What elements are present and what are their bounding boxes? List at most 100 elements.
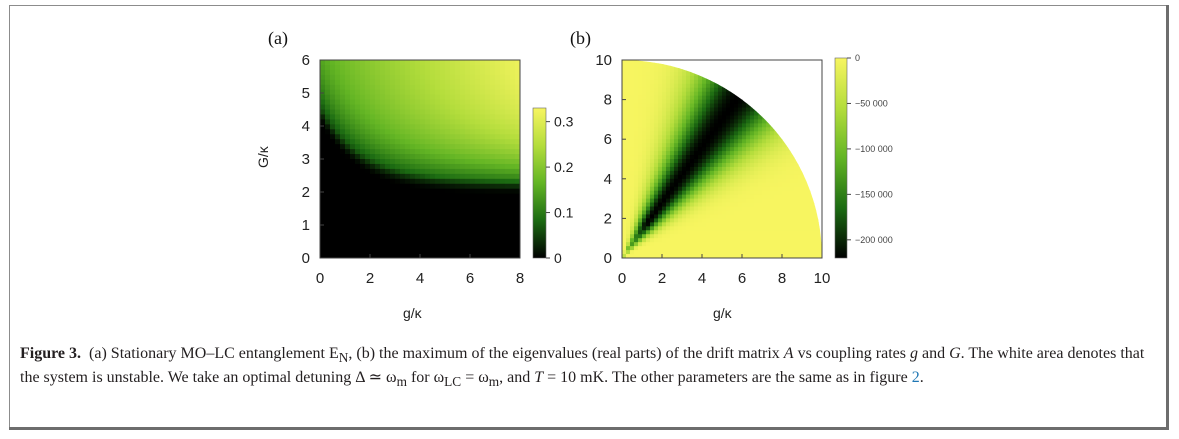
heatmap-a-cell — [405, 233, 411, 239]
heatmap-a-cell — [340, 203, 346, 210]
heatmap-a-cell — [355, 243, 361, 249]
heatmap-b-cell — [654, 127, 659, 132]
heatmap-b-cell — [670, 75, 675, 81]
heatmap-b-cell — [746, 75, 751, 81]
heatmap-a-cell — [480, 149, 486, 155]
heatmap-b-cell — [782, 190, 787, 196]
heatmap-b-cell — [646, 99, 651, 105]
heatmap-b-cell — [642, 206, 647, 212]
heatmap-b-cell — [734, 206, 739, 212]
heatmap-a-cell — [515, 159, 520, 165]
heatmap-a-cell — [445, 223, 451, 229]
heatmap-a-cell — [390, 213, 396, 219]
heatmap-b-cell — [650, 107, 655, 113]
heatmap-a-cell — [485, 188, 491, 195]
heatmap-b-cell — [670, 143, 675, 148]
y-tick-label-b: 8 — [604, 92, 612, 109]
heatmap-a-cell — [350, 203, 356, 210]
heatmap-b-cell — [662, 83, 667, 89]
heatmap-a-cell — [350, 208, 356, 215]
heatmap-b-cell — [742, 190, 747, 196]
heatmap-b-cell — [762, 238, 767, 243]
heatmap-b-cell — [766, 254, 771, 258]
heatmap-a-cell — [505, 64, 511, 71]
heatmap-b-cell — [714, 155, 719, 160]
heatmap-b-cell — [786, 194, 791, 200]
heatmap-b-cell — [766, 174, 771, 180]
heatmap-a-cell — [490, 163, 496, 170]
heatmap-b-cell — [810, 166, 815, 172]
heatmap-b-cell — [806, 127, 811, 132]
heatmap-a-cell — [455, 203, 461, 210]
heatmap-b-cell — [718, 111, 723, 117]
heatmap-b-cell — [778, 250, 783, 255]
heatmap-b-cell — [726, 151, 731, 156]
heatmap-a-cell — [465, 84, 471, 91]
heatmap-a-cell — [360, 163, 366, 170]
heatmap-a-cell — [330, 99, 336, 106]
heatmap-a-cell — [420, 248, 426, 254]
heatmap-a-cell — [375, 69, 381, 76]
heatmap-a-cell — [500, 203, 506, 210]
heatmap-b-cell — [770, 139, 775, 144]
heatmap-b-cell — [742, 206, 747, 212]
heatmap-a-cell — [470, 233, 476, 239]
heatmap-b-cell — [726, 246, 731, 251]
heatmap-a-cell — [455, 64, 461, 71]
heatmap-a-cell — [350, 79, 356, 86]
heatmap-a-cell — [415, 79, 421, 86]
heatmap-a-cell — [445, 99, 451, 106]
heatmap-a-cell — [450, 69, 456, 76]
heatmap-b-cell — [802, 174, 807, 180]
heatmap-a-cell — [365, 119, 371, 125]
heatmap-a-cell — [490, 253, 496, 258]
heatmap-a-cell — [465, 208, 471, 215]
heatmap-b-cell — [766, 155, 771, 160]
heatmap-b-cell — [702, 214, 707, 219]
heatmap-b-cell — [734, 99, 739, 105]
heatmap-b-cell — [786, 119, 791, 124]
heatmap-a-cell — [380, 139, 386, 145]
heatmap-a-cell — [395, 94, 401, 101]
heatmap-a-cell — [515, 193, 520, 200]
heatmap-b-cell — [738, 155, 743, 160]
heatmap-a-cell — [470, 69, 476, 76]
heatmap-b-cell — [786, 139, 791, 144]
heatmap-b-cell — [770, 238, 775, 243]
heatmap-b-cell — [686, 170, 691, 176]
heatmap-b-cell — [622, 246, 627, 251]
heatmap-a-cell — [510, 173, 516, 180]
heatmap-a-cell — [360, 188, 366, 195]
heatmap-b-cell — [682, 190, 687, 196]
heatmap-a-cell — [390, 84, 396, 91]
heatmap-b-cell — [818, 250, 822, 255]
heatmap-a-cell — [390, 198, 396, 205]
heatmap-a-cell — [375, 213, 381, 219]
heatmap-a-cell — [495, 69, 501, 76]
heatmap-b-cell — [810, 170, 815, 176]
heatmap-b-cell — [710, 218, 715, 223]
heatmap-b-cell — [626, 131, 631, 136]
heatmap-a-cell — [340, 159, 346, 165]
heatmap-a-cell — [380, 89, 386, 96]
heatmap-b-cell — [682, 135, 687, 140]
heatmap-b-cell — [798, 254, 803, 258]
heatmap-a-cell — [510, 109, 516, 116]
heatmap-a-cell — [350, 178, 356, 185]
heatmap-a-cell — [350, 134, 356, 140]
heatmap-a-cell — [375, 60, 381, 66]
heatmap-b-cell — [722, 155, 727, 160]
heatmap-b-cell — [658, 202, 663, 208]
heatmap-a-cell — [425, 159, 431, 165]
heatmap-b-cell — [662, 151, 667, 156]
heatmap-a-cell — [335, 163, 341, 170]
heatmap-b-cell — [630, 162, 635, 168]
heatmap-b-cell — [694, 250, 699, 255]
heatmap-b-cell — [698, 95, 703, 101]
heatmap-b-cell — [658, 210, 663, 216]
heatmap-a-cell — [415, 203, 421, 210]
heatmap-a-cell — [395, 203, 401, 210]
caption-figure-link[interactable]: 2 — [911, 369, 920, 387]
heatmap-a-cell — [465, 253, 471, 258]
